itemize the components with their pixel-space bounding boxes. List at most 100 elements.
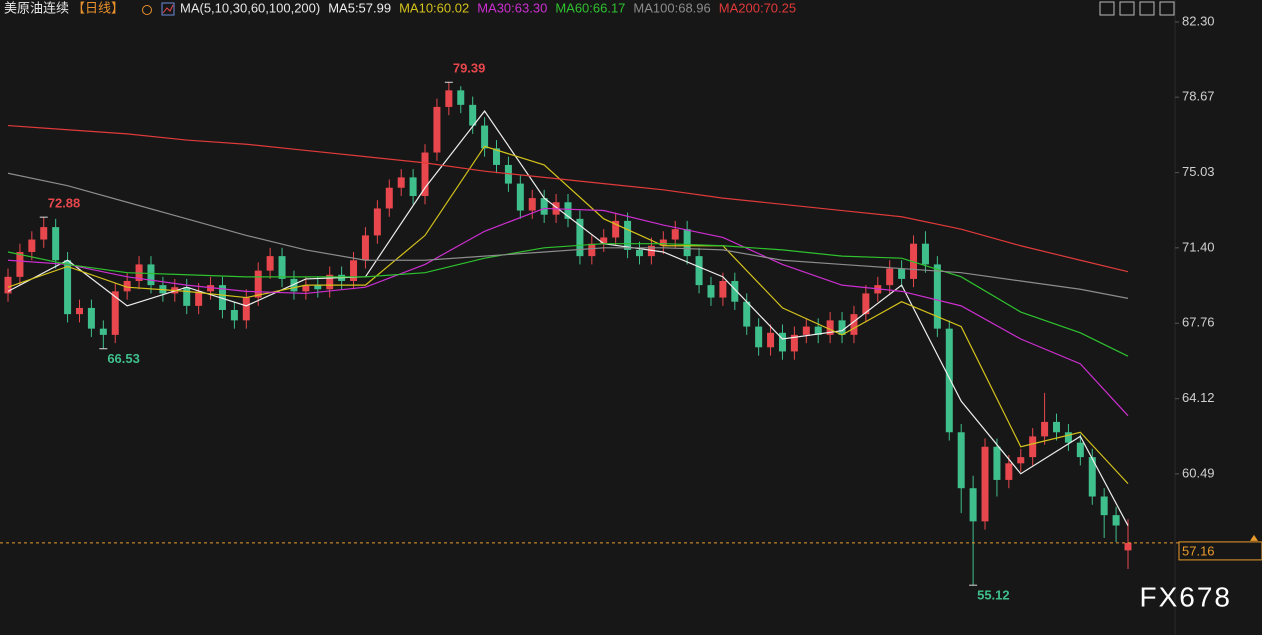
candle-body	[624, 220, 632, 250]
candle-body	[99, 328, 107, 335]
candle-body	[933, 264, 941, 329]
candle-body	[802, 326, 810, 335]
candle-body	[683, 229, 691, 257]
last-price-label: 57.16	[1182, 543, 1215, 558]
candle-body	[743, 301, 751, 327]
tool-button[interactable]	[1119, 1, 1135, 16]
candle-body	[778, 332, 786, 352]
ma-label: MA(5,10,30,60,100,200)	[180, 0, 320, 15]
y-tick-label: 78.67	[1182, 89, 1215, 104]
candle-body	[409, 177, 417, 197]
candle-body	[1124, 542, 1132, 551]
candle-body	[838, 320, 846, 335]
candle-body	[87, 307, 95, 329]
tool-button[interactable]	[1099, 1, 1115, 16]
candle-body	[921, 243, 929, 265]
indicator-icon-line	[162, 4, 174, 14]
y-tick-label: 82.30	[1182, 13, 1215, 28]
legend-entry: MA200:70.25	[719, 0, 796, 15]
candle-body	[1005, 463, 1013, 480]
candle-body	[183, 287, 191, 306]
candle-body	[385, 187, 393, 209]
candle-body	[1064, 432, 1072, 443]
candle-body	[600, 237, 608, 244]
candle-body	[302, 285, 310, 292]
candle-body	[719, 280, 727, 298]
candle-body	[647, 245, 655, 257]
candle-body	[242, 297, 250, 321]
candle-body	[52, 227, 60, 261]
ma-line	[7, 110, 1129, 526]
ma-line	[7, 243, 1129, 357]
period-label: 【日线】	[72, 0, 124, 15]
candle-body	[433, 106, 441, 153]
candle-body	[75, 307, 83, 315]
candle-body	[278, 256, 286, 279]
candle-body	[659, 239, 667, 246]
ma-line	[7, 145, 1129, 485]
candle-body	[1053, 421, 1061, 433]
candle-body	[28, 239, 36, 252]
candle-body	[397, 177, 405, 188]
annotation-label: 66.53	[107, 351, 140, 366]
candle-body	[445, 90, 453, 107]
candle-body	[350, 260, 358, 281]
legend-entry: MA5:57.99	[328, 0, 391, 15]
candle-body	[457, 90, 465, 105]
candle-body	[230, 310, 238, 321]
candle-body	[695, 256, 703, 286]
candle-body	[4, 276, 12, 294]
candle-body	[1041, 421, 1049, 437]
candle-body	[16, 251, 24, 277]
candle-body	[767, 332, 775, 348]
candle-body	[504, 164, 512, 184]
candle-body	[361, 235, 369, 261]
candle-body	[40, 227, 48, 240]
y-tick-label: 75.03	[1182, 164, 1215, 179]
y-tick-label: 60.49	[1182, 465, 1215, 480]
candle-body	[957, 432, 965, 489]
indicator-icon[interactable]	[161, 2, 175, 16]
candle-body	[195, 291, 203, 306]
toolbar	[1099, 1, 1175, 16]
candle-body	[755, 326, 763, 348]
legend-entry: MA60:66.17	[555, 0, 625, 15]
candle-body	[886, 268, 894, 286]
candle-body	[850, 314, 858, 335]
candle-body	[373, 208, 381, 236]
ma-line	[7, 207, 1129, 417]
candle-body	[993, 446, 1001, 480]
candle-body	[540, 198, 548, 215]
candle-body	[814, 326, 822, 335]
ma-line	[7, 172, 1129, 299]
candle-body	[790, 334, 798, 352]
last-price-box	[1178, 541, 1262, 561]
y-tick-label: 64.12	[1182, 390, 1215, 405]
candle-body	[147, 264, 155, 286]
candle-body	[64, 260, 72, 315]
candle-body	[1017, 457, 1025, 464]
chart-title: 美原油连续	[4, 0, 69, 15]
tool-button[interactable]	[1159, 1, 1175, 16]
annotation-label: 55.12	[977, 588, 1010, 603]
candle-body	[1088, 457, 1096, 497]
candle-body	[945, 328, 953, 433]
candle-body	[862, 293, 870, 315]
annotation-label: 79.39	[453, 61, 486, 76]
legend-entry: MA100:68.96	[633, 0, 710, 15]
candle-body	[612, 220, 620, 238]
candle-body	[528, 198, 536, 211]
candle-body	[290, 278, 298, 292]
legend-entry: MA30:63.30	[477, 0, 547, 15]
settings-icon[interactable]	[142, 5, 152, 15]
candle-body	[969, 488, 977, 522]
candle-body	[707, 285, 715, 298]
y-tick-label: 71.40	[1182, 239, 1215, 254]
annotation-label: 72.88	[48, 196, 81, 211]
candle-body	[635, 249, 643, 257]
candle-body	[1112, 515, 1120, 526]
tool-button[interactable]	[1139, 1, 1155, 16]
candle-body	[671, 229, 679, 240]
ma-line	[7, 124, 1129, 273]
